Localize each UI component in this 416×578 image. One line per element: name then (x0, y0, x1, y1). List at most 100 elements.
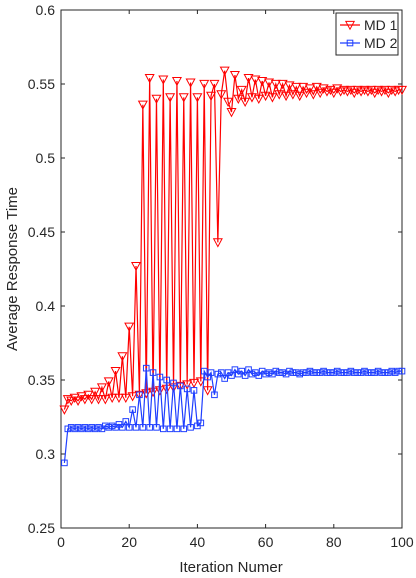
data-point (88, 424, 95, 431)
data-point (289, 369, 297, 376)
data-point (177, 382, 184, 390)
data-point (83, 390, 94, 401)
legend-marker (344, 20, 356, 31)
data-point (139, 424, 147, 431)
y-tick-label: 0.25 (28, 520, 55, 536)
data-point (332, 84, 343, 94)
data-point (323, 369, 331, 376)
data-point (291, 82, 302, 93)
data-point (299, 369, 307, 376)
y-tick-label: 0.55 (28, 76, 55, 92)
y-tick-label: 0.4 (36, 298, 56, 314)
legend-marker (346, 39, 354, 47)
data-point (240, 97, 251, 108)
x-tick-label: 80 (326, 534, 342, 550)
data-point (228, 372, 235, 379)
data-point (369, 88, 380, 99)
data-point (270, 79, 281, 90)
data-point (301, 88, 312, 99)
data-point (338, 85, 350, 96)
data-point (86, 395, 97, 405)
data-point (149, 369, 157, 376)
data-point (340, 369, 348, 376)
data-point (67, 424, 75, 431)
data-point (241, 372, 249, 379)
data-point (272, 367, 280, 375)
data-point (199, 79, 210, 90)
data-point (180, 425, 188, 433)
data-point (122, 418, 130, 425)
data-point (325, 85, 336, 96)
data-point (386, 85, 397, 96)
data-point (287, 90, 298, 100)
data-point (163, 376, 171, 384)
data-point (132, 424, 140, 431)
data-point (373, 85, 384, 96)
data-point (127, 392, 138, 402)
series-1 (59, 66, 408, 415)
x-axis: 0 20 40 60 80 100 (57, 10, 414, 550)
data-point (328, 88, 339, 99)
data-point (316, 369, 324, 376)
data-point (170, 379, 177, 387)
legend-label: MD 1 (364, 17, 398, 33)
data-point (344, 369, 351, 376)
data-point (211, 391, 218, 399)
data-point (303, 369, 310, 376)
data-point (125, 424, 133, 431)
data-point (304, 84, 315, 94)
data-point (165, 93, 176, 103)
data-point (350, 369, 358, 376)
data-point (69, 393, 80, 404)
data-point (253, 94, 264, 105)
data-point (277, 79, 288, 90)
data-point (308, 90, 319, 100)
data-point (378, 369, 385, 376)
data-point (61, 459, 68, 467)
data-point (246, 93, 257, 103)
data-point (354, 369, 361, 376)
data-point (209, 79, 220, 90)
data-point (96, 383, 107, 393)
data-point (197, 419, 205, 427)
legend-item: MD 2 (340, 35, 398, 51)
data-point (275, 369, 283, 376)
data-point (347, 367, 355, 375)
data-point (200, 367, 208, 375)
data-point (217, 369, 225, 376)
data-point (379, 85, 390, 96)
data-point (207, 369, 215, 376)
data-point (105, 424, 113, 431)
data-point (385, 369, 392, 376)
data-point (257, 76, 268, 87)
series-layer (59, 66, 408, 467)
data-point (81, 424, 89, 431)
data-point (204, 373, 211, 381)
legend-item: MD 1 (340, 17, 398, 33)
data-point (357, 369, 365, 376)
data-point (262, 370, 269, 378)
data-point (182, 380, 193, 390)
y-axis-label: Average Response Time (4, 187, 21, 351)
data-point (206, 91, 217, 102)
data-point (279, 369, 286, 376)
data-point (318, 84, 329, 94)
data-point (248, 370, 256, 378)
data-point (231, 366, 239, 373)
data-point (190, 387, 198, 394)
data-point (245, 366, 252, 373)
data-point (313, 369, 321, 376)
data-point (330, 369, 338, 376)
data-point (398, 367, 406, 375)
data-point (216, 90, 227, 100)
y-tick-label: 0.3 (36, 446, 56, 462)
data-point (160, 425, 167, 433)
data-point (142, 364, 150, 372)
data-point (238, 367, 246, 375)
data-point (185, 78, 196, 88)
data-point (359, 85, 370, 96)
data-point (66, 396, 77, 406)
data-point (158, 75, 169, 85)
data-point (337, 369, 344, 376)
data-point (368, 369, 375, 376)
